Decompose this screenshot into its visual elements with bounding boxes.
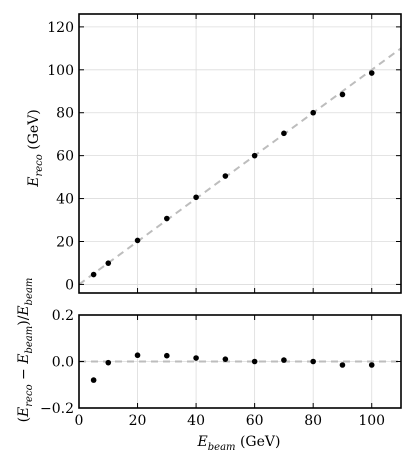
x-tick-label: 20	[129, 413, 147, 429]
x-tick-label: 60	[246, 413, 264, 429]
x-label-unit: (GeV)	[236, 434, 281, 450]
ylab-s1: reco	[24, 384, 35, 406]
bottom-x-axis-label: Ebeam (GeV)	[197, 434, 281, 453]
y-tick-label: 20	[56, 234, 74, 250]
y-tick-label: 60	[56, 149, 74, 165]
data-point	[134, 352, 141, 359]
data-point	[251, 358, 258, 365]
top-y-label-sub: reco	[34, 154, 45, 176]
ylab-close: )/	[16, 315, 32, 325]
data-point	[105, 260, 112, 266]
top-y-label-unit: (GeV)	[26, 109, 42, 154]
x-tick-label: 0	[75, 413, 84, 429]
bottom-panel: −0.2 0.0 0.2 0 20 40 60 80 100	[40, 308, 402, 429]
top-y-axis-label: Ereco (GeV)	[26, 109, 45, 188]
ylab-e3: E	[16, 305, 32, 316]
y-tick-label: 0.2	[52, 308, 74, 324]
x-tick-label: 100	[358, 413, 385, 429]
data-point	[134, 237, 141, 244]
data-point	[90, 271, 97, 278]
data-point	[310, 109, 316, 116]
y-tick-label: 120	[47, 20, 74, 36]
data-point	[90, 377, 97, 383]
ylab-s2: beam	[24, 326, 35, 354]
data-point	[281, 357, 287, 363]
y-tick-label: −0.2	[40, 401, 74, 417]
y-tick-label: 0	[65, 277, 74, 293]
y-tick-label: 40	[56, 192, 74, 208]
plot-frame	[78, 13, 402, 294]
y-tick-label: 0.0	[52, 355, 74, 371]
data-point	[164, 352, 170, 359]
data-point	[222, 356, 229, 362]
data-point	[193, 355, 199, 361]
data-point	[222, 173, 229, 179]
data-point	[164, 215, 170, 222]
ylab-e1: E	[16, 407, 32, 418]
top-panel: 0 20 40 60 80 100 120	[47, 13, 402, 294]
x-tick-label: 80	[304, 413, 322, 429]
ylab-s3: beam	[24, 278, 35, 306]
x-label-main: E	[197, 434, 208, 450]
data-point	[368, 362, 375, 368]
data-point	[368, 70, 375, 76]
ylab-open: (	[16, 417, 32, 422]
ylab-minus: −	[16, 364, 32, 385]
top-y-label-main: E	[26, 177, 42, 188]
x-tick-label: 40	[187, 413, 205, 429]
data-point	[339, 362, 346, 368]
bottom-y-axis-label: (Ereco − Ebeam)/Ebeam	[16, 278, 35, 423]
data-point	[281, 130, 287, 137]
reference-line-identity	[78, 47, 402, 286]
y-tick-label: 100	[47, 63, 74, 79]
x-label-sub: beam	[208, 442, 236, 453]
data-point	[310, 358, 316, 365]
data-point	[193, 194, 199, 201]
data-point	[105, 359, 112, 366]
ylab-e2: E	[16, 354, 32, 365]
data-point	[251, 152, 258, 159]
y-tick-label: 80	[56, 106, 74, 122]
data-point	[339, 91, 346, 98]
